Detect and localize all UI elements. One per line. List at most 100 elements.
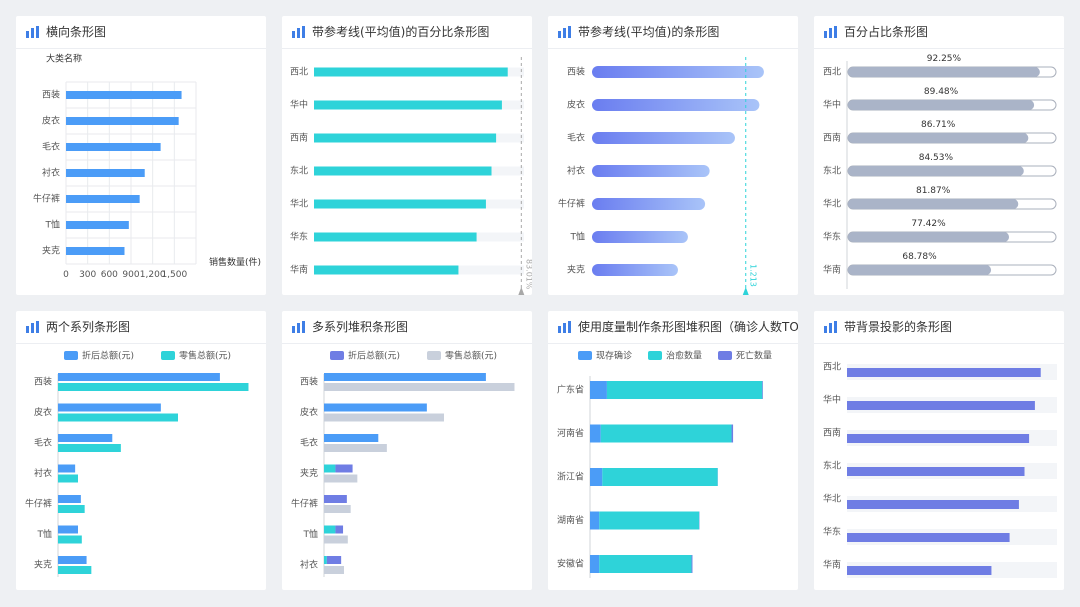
category-label: 西北 <box>290 67 308 78</box>
category-label: 夹克 <box>42 245 60 257</box>
bar <box>731 424 734 443</box>
bar-chart-icon <box>558 321 571 333</box>
bar-chart-icon <box>292 321 305 333</box>
bar <box>847 533 1010 542</box>
bar-chart-icon <box>824 26 837 38</box>
category-label: 衬衣 <box>34 467 52 479</box>
bar-chart-icon <box>558 26 571 38</box>
bar <box>324 525 336 534</box>
legend-swatch <box>427 351 441 360</box>
category-label: 东北 <box>823 165 841 177</box>
bar <box>592 132 735 144</box>
category-label: 西南 <box>823 132 841 144</box>
bar <box>324 566 344 574</box>
category-label: 西装 <box>34 376 52 388</box>
bar <box>590 555 600 573</box>
card-header: 带参考线(平均值)的百分比条形图 <box>282 16 532 49</box>
category-label: 华北 <box>290 198 308 210</box>
category-label: 华南 <box>290 264 308 276</box>
category-label: 皮衣 <box>34 406 52 418</box>
card-header: 横向条形图 <box>16 16 266 49</box>
bar <box>324 413 444 422</box>
category-label: 衬衣 <box>42 167 60 179</box>
chart-title: 横向条形图 <box>46 25 107 39</box>
category-label: T恤 <box>570 231 586 243</box>
bar <box>314 199 486 209</box>
category-label: T恤 <box>37 528 53 540</box>
bar <box>848 166 1024 176</box>
card-shadow-bar: 带背景投影的条形图 西北 华中 西南 东北 华北 华东 华南 <box>814 311 1064 590</box>
tick-label: 1,500 <box>161 270 187 280</box>
chart-title: 两个系列条形图 <box>46 320 131 334</box>
bar <box>58 525 78 534</box>
bar <box>599 555 692 573</box>
category-label: 衬衣 <box>300 559 318 571</box>
category-label: 华中 <box>823 394 841 406</box>
bar <box>592 231 688 243</box>
bar <box>314 232 477 242</box>
bar <box>324 444 387 452</box>
card-stacked-bar: 多系列堆积条形图 折后总额(元) 零售总额(元) 西装 皮衣 毛衣 夹克 牛仔裤 T恤 衬衣 <box>282 311 532 590</box>
bar <box>66 91 182 99</box>
bar <box>314 133 497 143</box>
bar <box>58 495 81 503</box>
card-header: 两个系列条形图 <box>16 311 266 344</box>
bar <box>592 264 678 276</box>
axis-label: 销售数量(件) <box>209 256 261 268</box>
bar <box>606 381 763 399</box>
bar <box>66 221 129 229</box>
reference-label: 1.213 <box>749 264 758 287</box>
bar-chart-icon <box>26 26 39 38</box>
category-label: 皮衣 <box>300 406 318 418</box>
category-label: 西南 <box>290 132 308 144</box>
bar <box>58 373 220 381</box>
bar-chart-icon <box>824 321 837 333</box>
bar <box>66 117 179 125</box>
card-two-series-bar: 两个系列条形图 折后总额(元) 零售总额(元) 西装 皮衣 毛衣 衬衣 牛仔裤 T恤 夹克 <box>16 311 266 590</box>
chart-subtitle: 大类名称 <box>46 53 82 65</box>
chart-title: 百分占比条形图 <box>844 25 929 39</box>
bar <box>762 381 763 399</box>
category-label: 华东 <box>823 231 841 243</box>
legend-swatch <box>578 351 592 360</box>
card-measure-stacked-bar: 使用度量制作条形图堆积图（确诊人数TOP5） 现存确诊 治愈数量 死亡数量广东省河南… <box>548 311 798 590</box>
category-label: 湖南省 <box>557 514 584 526</box>
legend-label: 治愈数量 <box>666 350 702 362</box>
category-label: 夹克 <box>34 559 52 571</box>
chart-title: 带背景投影的条形图 <box>844 320 953 334</box>
data-label: 92.25% <box>927 54 962 64</box>
bar <box>58 505 85 513</box>
card-percent-share-bar: 百分占比条形图 西北 92.25% 华中 89.48% 西南 86.71% 东北 84.53%… <box>814 16 1064 295</box>
legend-label: 死亡数量 <box>736 350 772 362</box>
legend-label: 折后总额(元) <box>348 350 400 362</box>
bar <box>848 265 992 275</box>
bar <box>848 133 1029 143</box>
reference-arrow <box>518 287 525 295</box>
bar <box>314 265 459 275</box>
category-label: 浙江省 <box>557 471 584 483</box>
data-label: 86.71% <box>921 120 956 130</box>
bar <box>324 383 515 391</box>
category-label: 夹克 <box>567 264 585 276</box>
category-label: 毛衣 <box>567 132 585 144</box>
bar <box>58 444 121 452</box>
category-label: 皮衣 <box>42 115 60 127</box>
category-label: 牛仔裤 <box>558 198 585 210</box>
bar <box>590 468 603 486</box>
category-label: 广东省 <box>557 384 584 396</box>
bar <box>58 556 87 564</box>
chart-title: 多系列堆积条形图 <box>312 320 409 334</box>
category-label: 毛衣 <box>300 437 318 449</box>
legend-label: 现存确诊 <box>596 350 632 362</box>
category-label: 西北 <box>823 67 841 78</box>
category-label: T恤 <box>303 528 319 540</box>
bar <box>847 401 1035 410</box>
bar <box>848 232 1010 242</box>
bar <box>324 464 336 473</box>
bar <box>848 100 1035 110</box>
bar <box>590 511 600 530</box>
bar <box>314 67 508 77</box>
